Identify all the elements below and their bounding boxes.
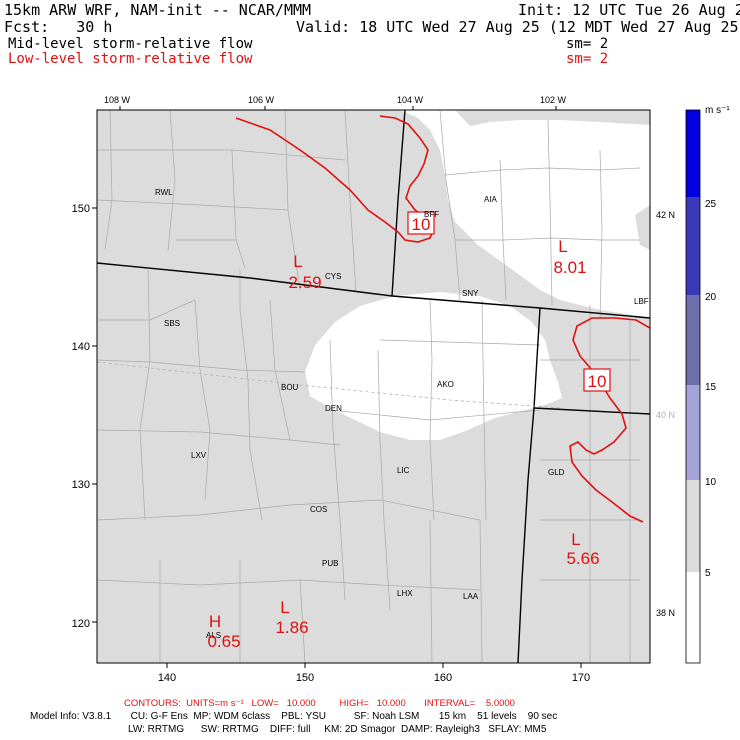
unshaded-region-northeast xyxy=(400,110,650,318)
extremum-value: 2.59 xyxy=(288,273,321,292)
x-tick-label: 160 xyxy=(434,672,452,684)
station-label: PUB xyxy=(322,559,338,568)
extremum-value: 5.66 xyxy=(566,549,599,568)
extremum-letter: H xyxy=(209,612,221,631)
shaded-tongue-northeast xyxy=(455,110,650,126)
model-info-line-2: LW: RRTMG SW: RRTMG DIFF: full KM: 2D Sm… xyxy=(128,724,547,735)
map-frame xyxy=(96,109,651,664)
lon-label: 106 W xyxy=(248,95,275,105)
contour-10-nebraska xyxy=(569,317,650,523)
station-label: LHX xyxy=(397,589,413,598)
colorbar-labels: 25 20 15 10 5 xyxy=(705,199,717,579)
contour-label-1: 10 xyxy=(407,211,435,235)
colorbar-label: 25 xyxy=(705,199,717,210)
y-tick-label: 120 xyxy=(72,618,90,630)
colorbar: m s⁻¹ 25 20 15 10 5 xyxy=(685,105,730,664)
extremum-letter: L xyxy=(571,530,580,549)
y-tick-label: 140 xyxy=(72,341,90,353)
station-label: CYS xyxy=(325,272,341,281)
extremum-value: 1.86 xyxy=(275,618,308,637)
station-label: DEN xyxy=(325,404,342,413)
lat-label: 38 N xyxy=(656,608,675,618)
extremum-value: 8.01 xyxy=(553,258,586,277)
latitude-labels: 42 N 40 N 38 N xyxy=(656,210,675,618)
colorbar-segment xyxy=(686,295,700,385)
lon-label: 104 W xyxy=(397,95,424,105)
station-label: LAA xyxy=(463,592,479,601)
extremum-letter: L xyxy=(293,252,302,271)
low-level-label: Low-level storm-relative flow xyxy=(8,51,253,67)
lon-label: 102 W xyxy=(540,95,567,105)
mid-level-label: Mid-level storm-relative flow xyxy=(8,36,253,52)
low-level-sm: sm= 2 xyxy=(566,51,609,67)
station-label: LBF xyxy=(634,297,649,306)
colorbar-unit: m s⁻¹ xyxy=(705,105,730,116)
colorbar-label: 5 xyxy=(705,568,711,579)
latitude-line-40N xyxy=(97,361,561,409)
lat-label: 42 N xyxy=(656,210,675,220)
co-ks-border xyxy=(517,307,541,663)
station-label: LIC xyxy=(397,466,410,475)
unshaded-region-central xyxy=(305,292,562,440)
contour-label-text-2: 10 xyxy=(588,372,607,391)
x-tick-label: 150 xyxy=(296,672,314,684)
wy-ne-border xyxy=(391,110,406,297)
extremum-letter: L xyxy=(558,237,567,256)
y-tick-label: 130 xyxy=(72,479,90,491)
y-axis-ticks: 150 140 130 120 xyxy=(72,203,90,630)
state-borders xyxy=(97,110,650,663)
station-label: SBS xyxy=(164,319,180,328)
contour-info: CONTOURS: UNITS=m s⁻¹ LOW= 10.000 HIGH= … xyxy=(124,698,515,709)
init-time: Init: 12 UTC Tue 26 Aug 25 xyxy=(518,1,740,19)
x-axis-ticks: 140 150 160 170 xyxy=(158,672,590,684)
y-tick-label: 150 xyxy=(72,203,90,215)
colorbar-label: 20 xyxy=(705,292,717,303)
lon-label: 108 W xyxy=(104,95,131,105)
station-labels: RWL SBS CYS BFF AIA SNY BOU DEN AKO LXV … xyxy=(155,188,649,640)
contour-label-text-1: 10 xyxy=(412,215,431,234)
colorbar-segment xyxy=(686,197,700,295)
contour-label-2: 10 xyxy=(583,368,611,392)
colorbar-segment xyxy=(686,385,700,480)
extremum-value: 0.65 xyxy=(207,632,240,651)
model-title: 15km ARW WRF, NAM-init -- NCAR/MMM xyxy=(4,1,312,19)
station-label: AIA xyxy=(484,195,498,204)
county-lines xyxy=(97,110,641,663)
colorbar-label: 15 xyxy=(705,382,717,393)
x-tick-marks xyxy=(166,663,582,668)
station-label: RWL xyxy=(155,188,173,197)
extrema-labels: L 2.59 L 8.01 L 5.66 L 1.86 H 0.65 xyxy=(207,237,599,651)
station-label: COS xyxy=(310,505,327,514)
shaded-edge-east xyxy=(635,205,650,250)
y-tick-marks xyxy=(92,207,97,623)
station-label: GLD xyxy=(548,468,565,477)
station-label: LXV xyxy=(191,451,207,460)
extremum-letter: L xyxy=(280,598,289,617)
colorbar-segment xyxy=(686,480,700,572)
station-label: BOU xyxy=(281,383,299,392)
ne-ks-border xyxy=(533,407,650,415)
colorbar-segment xyxy=(686,110,700,197)
map-panel: 10 10 RWL SBS CYS BFF AIA SNY BOU DEN AK… xyxy=(97,110,650,663)
station-label: ALS xyxy=(206,631,221,640)
model-info-line-1: Model Info: V3.8.1 CU: G-F Ens MP: WDM 6… xyxy=(30,711,558,722)
top-ticks xyxy=(119,106,557,110)
lat-label: 40 N xyxy=(656,410,675,420)
station-label: SNY xyxy=(462,289,479,298)
colorbar-segment xyxy=(686,572,700,663)
x-tick-label: 140 xyxy=(158,672,176,684)
valid-time: Valid: 18 UTC Wed 27 Aug 25 (12 MDT Wed … xyxy=(296,18,740,36)
mid-level-sm: sm= 2 xyxy=(566,36,609,52)
forecast-hour: Fcst: 30 h xyxy=(4,18,113,36)
longitude-labels: 108 W 106 W 104 W 102 W xyxy=(104,95,567,105)
x-tick-label: 170 xyxy=(572,672,590,684)
colorbar-label: 10 xyxy=(705,477,717,488)
station-label: AKO xyxy=(437,380,454,389)
station-label: BFF xyxy=(424,210,439,219)
